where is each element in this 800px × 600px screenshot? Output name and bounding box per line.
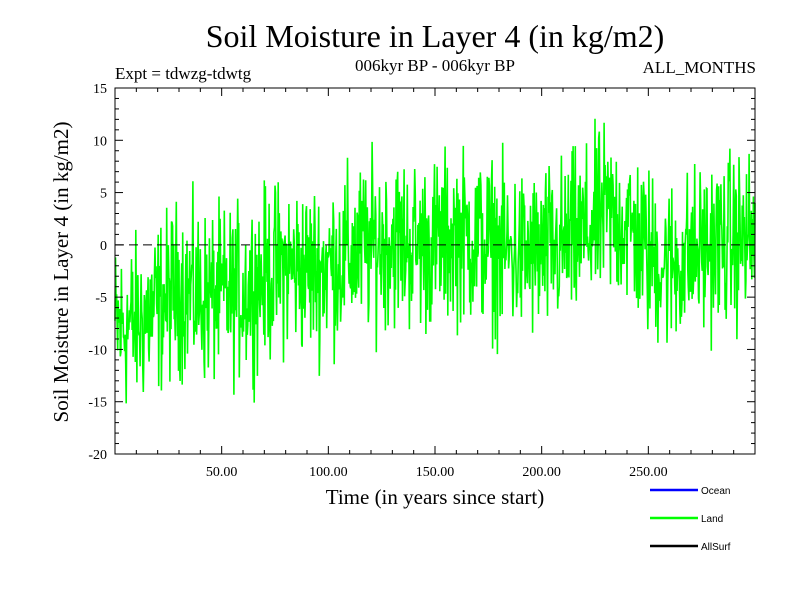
legend-label: AllSurf xyxy=(701,542,731,553)
y-tick-label: -10 xyxy=(88,343,107,358)
subtitle-center: 006kyr BP - 006kyr BP xyxy=(355,56,515,75)
y-tick-label: 0 xyxy=(100,239,107,254)
x-tick-label: 50.00 xyxy=(206,465,238,480)
y-tick-label: -15 xyxy=(88,396,107,411)
legend-label: Ocean xyxy=(701,486,730,497)
x-tick-label: 100.00 xyxy=(309,465,348,480)
legend: Ocean Land AllSurf xyxy=(650,486,731,553)
x-axis-label: Time (in years since start) xyxy=(326,485,545,509)
legend-label: Land xyxy=(701,514,723,525)
y-tick-label: 15 xyxy=(93,82,107,97)
x-tick-label: 200.00 xyxy=(522,465,561,480)
subtitle-left: Expt = tdwzg-tdwtg xyxy=(115,64,252,83)
y-tick-label: -20 xyxy=(88,448,107,463)
y-axis-label: Soil Moisture in Layer 4 (in kg/m2) xyxy=(49,122,73,423)
y-tick-label: 5 xyxy=(100,187,107,202)
series-line-land xyxy=(114,118,756,404)
x-tick-label: 250.00 xyxy=(629,465,668,480)
chart-title: Soil Moisture in Layer 4 (in kg/m2) xyxy=(206,18,665,54)
x-tick-label: 150.00 xyxy=(416,465,455,480)
y-tick-label: -5 xyxy=(95,291,107,306)
y-tick-label: 10 xyxy=(93,134,107,149)
plot-area: 50.00 100.00 150.00 200.00 250.00 -20 -15 -10 -5… xyxy=(88,82,756,480)
subtitle-right: ALL_MONTHS xyxy=(643,58,756,77)
